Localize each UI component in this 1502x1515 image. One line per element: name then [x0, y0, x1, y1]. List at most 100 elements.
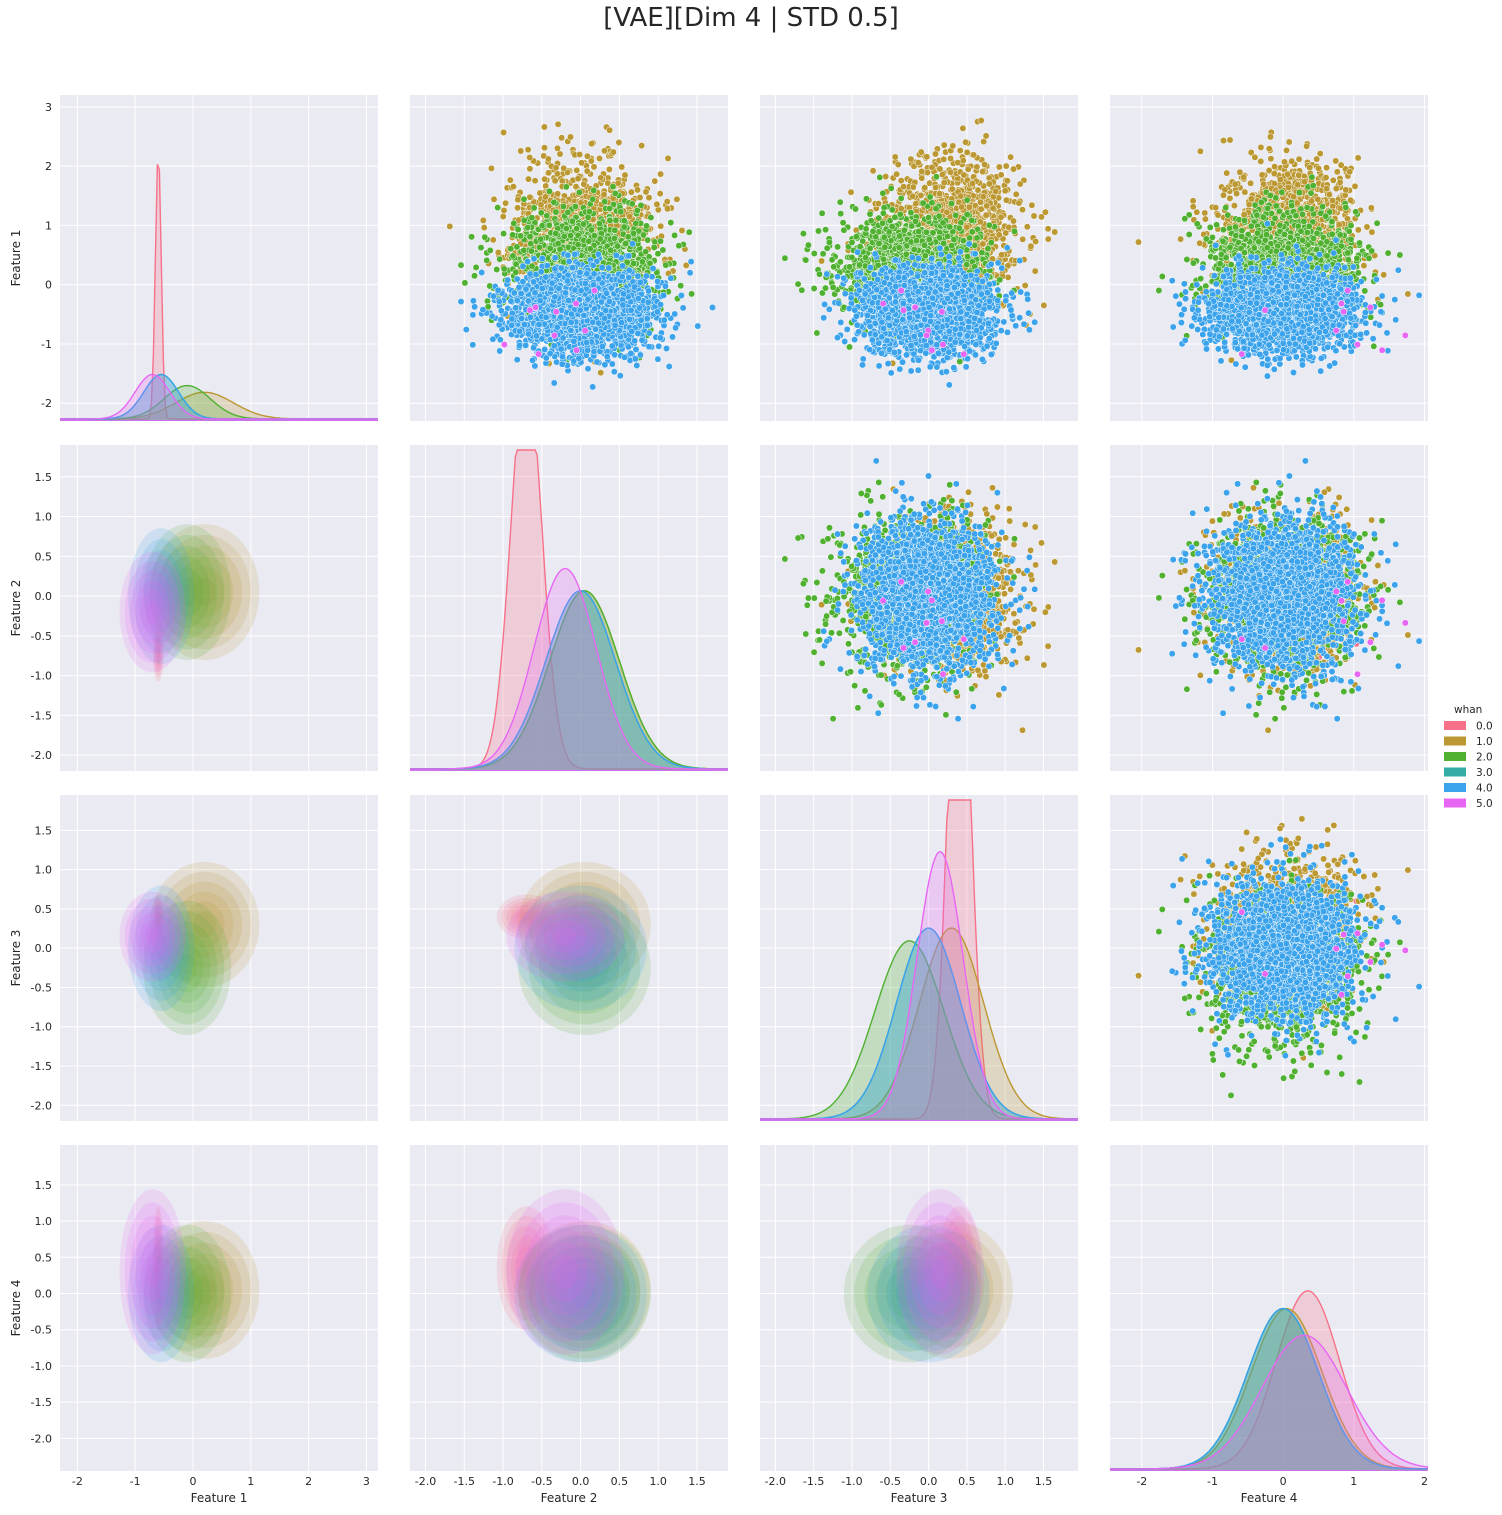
scatter-point-1-0 — [554, 120, 562, 128]
scatter-point-4-0 — [631, 283, 638, 291]
scatter-point-4-0 — [643, 315, 651, 323]
scatter-point-2-0 — [486, 246, 494, 254]
scatter-point-2-0 — [512, 260, 520, 268]
scatter-point-4-0 — [495, 298, 503, 306]
scatter-point-4-0 — [541, 346, 549, 353]
scatter-point-1-0 — [531, 177, 539, 185]
scatter-point-2-0 — [588, 226, 595, 234]
scatter-point-2-0 — [654, 250, 662, 258]
scatter-point-2-0 — [606, 204, 614, 212]
scatter-point-4-0 — [494, 286, 502, 294]
scatter-point-4-0 — [655, 342, 663, 350]
scatter-point-4-0 — [589, 383, 597, 391]
scatter-point-1-0 — [554, 190, 562, 198]
scatter-point-4-0 — [649, 265, 657, 272]
scatter-point-1-0 — [541, 175, 549, 183]
scatter-point-4-0 — [625, 266, 633, 274]
scatter-point-2-0 — [507, 245, 515, 253]
scatter-point-4-0 — [508, 321, 516, 329]
scatter-point-1-0 — [656, 190, 664, 198]
scatter-point-4-0 — [533, 332, 541, 340]
scatter-point-4-0 — [542, 313, 550, 321]
scatter-point-5-0 — [591, 287, 599, 295]
scatter-point-4-0 — [619, 301, 627, 309]
scatter-point-4-0 — [559, 353, 566, 361]
scatter-point-2-0 — [614, 242, 622, 250]
scatter-point-4-0 — [526, 313, 534, 321]
scatter-point-1-0 — [627, 188, 635, 196]
scatter-point-4-0 — [645, 287, 653, 295]
scatter-point-2-0 — [644, 236, 652, 244]
scatter-point-4-0 — [591, 305, 599, 313]
scatter-point-4-0 — [645, 329, 653, 337]
scatter-point-4-0 — [550, 379, 558, 387]
scatter-point-2-0 — [514, 226, 522, 233]
scatter-point-4-0 — [584, 365, 592, 373]
scatter-point-4-0 — [538, 255, 546, 262]
scatter-point-1-0 — [664, 205, 671, 213]
scatter-point-2-0 — [628, 200, 636, 208]
scatter-point-2-0 — [611, 189, 619, 197]
scatter-point-2-0 — [493, 266, 501, 273]
scatter-point-1-0 — [621, 171, 629, 179]
scatter-point-1-0 — [818, 257, 826, 265]
scatter-point-4-0 — [594, 250, 602, 258]
scatter-point-1-0 — [645, 194, 653, 202]
scatter-point-4-0 — [546, 350, 554, 357]
scatter-point-4-0 — [620, 290, 627, 298]
scatter-point-1-0 — [544, 155, 552, 163]
scatter-point-2-0 — [643, 222, 650, 230]
scatter-point-2-0 — [520, 216, 528, 224]
scatter-point-5-0 — [551, 331, 558, 339]
panel-feature-1-vs-feature-2 — [410, 95, 728, 421]
scatter-point-2-0 — [472, 263, 480, 271]
scatter-point-4-0 — [607, 284, 615, 292]
scatter-point-5-0 — [581, 327, 589, 335]
scatter-point-4-0 — [624, 343, 632, 351]
scatter-point-2-0 — [567, 232, 574, 240]
scatter-point-2-0 — [630, 260, 638, 267]
y-tick-label: 0 — [45, 279, 52, 292]
scatter-point-4-0 — [648, 273, 656, 281]
scatter-point-4-0 — [598, 264, 606, 272]
scatter-point-4-0 — [625, 252, 633, 260]
scatter-point-2-0 — [632, 219, 640, 227]
scatter-point-2-0 — [527, 247, 535, 255]
scatter-point-4-0 — [469, 297, 477, 305]
scatter-point-4-0 — [665, 363, 673, 370]
panel-feature-1-vs-feature-3 — [760, 95, 1078, 421]
scatter-point-1-0 — [542, 193, 549, 201]
scatter-point-1-0 — [526, 165, 534, 173]
scatter-point-4-0 — [631, 337, 639, 345]
scatter-point-1-0 — [526, 193, 534, 201]
scatter-point-4-0 — [601, 314, 609, 322]
scatter-point-2-0 — [543, 212, 551, 220]
scatter-point-2-0 — [477, 244, 485, 252]
scatter-point-1-0 — [526, 154, 534, 161]
scatter-point-4-0 — [598, 298, 605, 306]
scatter-point-2-0 — [554, 240, 562, 247]
scatter-point-5-0 — [535, 350, 542, 358]
scatter-point-4-0 — [601, 361, 609, 369]
scatter-point-2-0 — [562, 225, 570, 233]
scatter-point-4-0 — [564, 271, 572, 279]
scatter-point-2-0 — [552, 230, 560, 237]
scatter-point-4-0 — [595, 275, 603, 283]
chart-title: [VAE][Dim 4 | STD 0.5] — [603, 3, 899, 33]
scatter-point-4-0 — [669, 333, 676, 341]
scatter-point-1-0 — [580, 180, 588, 188]
scatter-point-2-0 — [513, 243, 521, 251]
scatter-point-4-0 — [565, 297, 572, 304]
scatter-point-2-0 — [524, 224, 532, 232]
scatter-point-1-0 — [494, 249, 502, 256]
scatter-point-4-0 — [631, 355, 639, 363]
scatter-point-4-0 — [531, 289, 539, 297]
scatter-point-4-0 — [660, 316, 668, 324]
scatter-point-2-0 — [575, 188, 583, 196]
scatter-point-4-0 — [602, 307, 610, 314]
scatter-point-2-0 — [637, 201, 645, 209]
y-tick-label: 2 — [45, 160, 52, 173]
scatter-point-1-0 — [541, 144, 548, 152]
scatter-point-4-0 — [654, 277, 662, 285]
scatter-point-1-0 — [604, 179, 612, 187]
